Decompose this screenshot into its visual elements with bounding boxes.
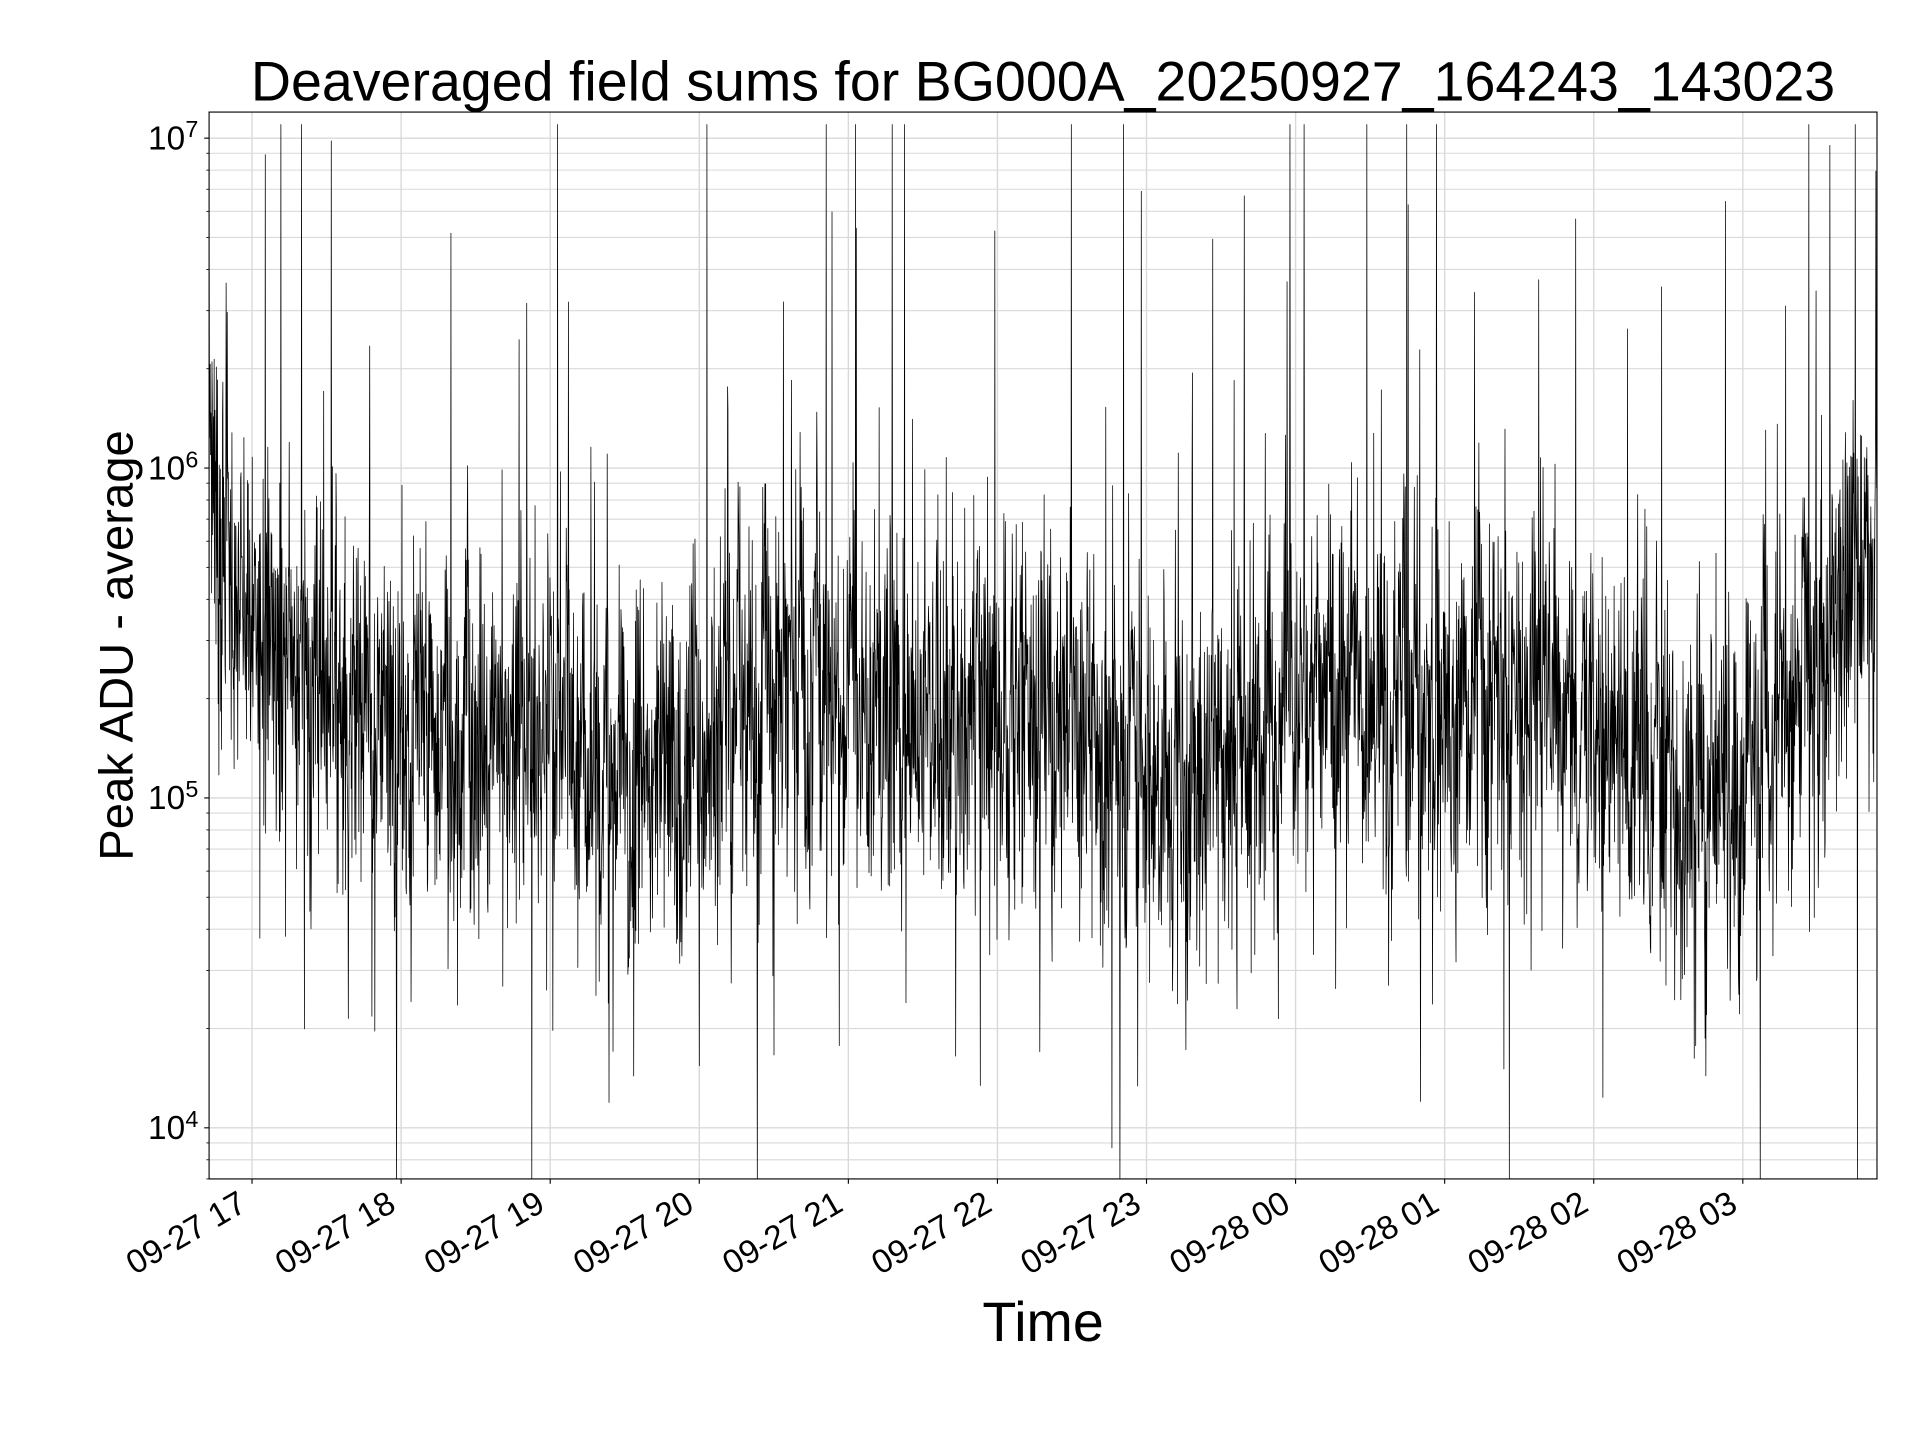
svg-text:Time: Time [982, 1291, 1103, 1353]
svg-text:Peak ADU - average: Peak ADU - average [91, 430, 144, 860]
svg-text:Deaveraged field sums for BG00: Deaveraged field sums for BG000A_2025092… [251, 51, 1835, 113]
